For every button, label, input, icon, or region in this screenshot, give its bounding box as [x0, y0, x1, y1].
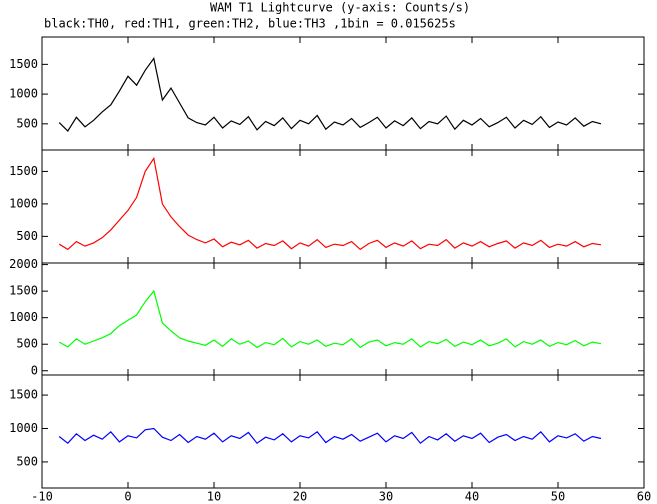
x-tick-label: 60	[637, 490, 651, 504]
x-tick-label: 20	[293, 490, 307, 504]
y-tick-label: 1000	[9, 421, 38, 435]
y-tick-label: 1000	[9, 196, 38, 210]
y-tick-label: 500	[16, 337, 38, 351]
y-tick-label: 1500	[9, 164, 38, 178]
y-tick-label: 1000	[9, 87, 38, 101]
y-tick-label: 1500	[9, 57, 38, 71]
y-tick-label: 1500	[9, 284, 38, 298]
chart-subtitle: black:TH0, red:TH1, green:TH2, blue:TH3 …	[44, 17, 456, 31]
light-curve	[58, 56, 602, 132]
x-tick-label: -10	[31, 490, 53, 504]
y-tick-label: 1500	[9, 388, 38, 402]
panel-frame	[41, 36, 645, 151]
y-tick-label: 500	[16, 454, 38, 468]
y-tick-label: 500	[16, 229, 38, 243]
y-tick-label: 2000	[9, 257, 38, 271]
x-tick-label: 30	[379, 490, 393, 504]
panel-frame	[41, 262, 645, 376]
x-tick-label: 50	[551, 490, 565, 504]
x-tick-label: 10	[207, 490, 221, 504]
light-curve	[58, 427, 602, 445]
light-curve	[58, 156, 602, 251]
y-tick-label: 500	[16, 116, 38, 130]
x-tick-label: 40	[465, 490, 479, 504]
y-tick-label: 1000	[9, 310, 38, 324]
chart-title: WAM T1 Lightcurve (y-axis: Counts/s)	[210, 1, 470, 15]
light-curve	[58, 289, 602, 349]
x-tick-label: 0	[124, 490, 131, 504]
panel-frame	[41, 374, 645, 489]
y-tick-label: 0	[31, 363, 38, 377]
